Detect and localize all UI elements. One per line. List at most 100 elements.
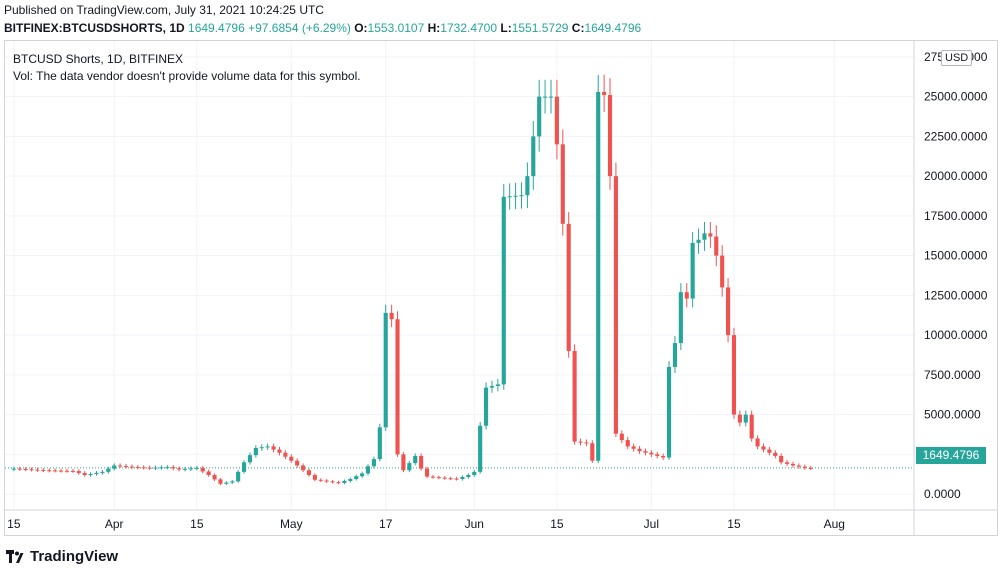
candle-body[interactable] [607, 95, 613, 177]
candle-body[interactable] [312, 475, 317, 480]
candle-body[interactable] [649, 452, 654, 455]
candle-body[interactable] [796, 465, 801, 467]
candle-body[interactable] [212, 475, 217, 480]
candle-body[interactable] [507, 196, 512, 198]
candle-body[interactable] [531, 136, 536, 177]
candle-body[interactable] [182, 468, 188, 470]
candle-body[interactable] [543, 96, 548, 98]
candle-body[interactable] [348, 478, 353, 481]
candle-body[interactable] [265, 446, 270, 448]
candle-body[interactable] [236, 471, 241, 482]
candle-body[interactable] [678, 292, 683, 344]
candle-body[interactable] [666, 366, 672, 458]
candle-body[interactable] [100, 471, 105, 473]
candle-body[interactable] [247, 455, 253, 463]
candle-body[interactable] [342, 480, 347, 483]
candle-body[interactable] [395, 319, 400, 455]
candle-body[interactable] [436, 477, 441, 479]
candle-body[interactable] [118, 465, 123, 467]
candle-body[interactable] [802, 466, 807, 468]
candle-body[interactable] [690, 242, 695, 299]
candle-body[interactable] [94, 472, 99, 474]
candle-body[interactable] [17, 468, 22, 470]
candle-body[interactable] [253, 447, 258, 456]
candle-body[interactable] [330, 481, 335, 483]
candle-body[interactable] [413, 455, 418, 464]
candle-body[interactable] [407, 463, 412, 471]
candle-body[interactable] [401, 454, 406, 471]
candle-body[interactable] [466, 475, 471, 478]
candle-body[interactable] [442, 477, 447, 479]
candle-body[interactable] [560, 144, 565, 224]
candle-body[interactable] [88, 473, 93, 476]
candle-body[interactable] [141, 467, 146, 469]
candle-body[interactable] [743, 414, 748, 423]
candle-body[interactable] [619, 433, 624, 441]
candle-body[interactable] [696, 239, 701, 243]
candle-body[interactable] [188, 468, 193, 470]
candle-body[interactable] [548, 96, 554, 98]
candle-body[interactable] [336, 482, 341, 484]
candle-body[interactable] [637, 448, 642, 452]
candle-body[interactable] [360, 473, 365, 477]
candle-body[interactable] [726, 287, 731, 336]
candle-body[interactable] [554, 96, 559, 145]
candle-body[interactable] [430, 476, 436, 478]
candle-body[interactable] [513, 195, 518, 197]
candle-body[interactable] [53, 470, 58, 472]
candle-body[interactable] [684, 292, 689, 299]
chart-frame[interactable] [4, 40, 998, 536]
candle-body[interactable] [277, 449, 282, 453]
candle-body[interactable] [483, 387, 489, 426]
candle-body[interactable] [371, 459, 376, 467]
candle-body[interactable] [47, 470, 52, 472]
candle-body[interactable] [383, 312, 388, 428]
candle-body[interactable] [672, 343, 678, 367]
candle-body[interactable] [584, 442, 589, 444]
candle-body[interactable] [731, 335, 737, 415]
candle-body[interactable] [283, 452, 288, 457]
candle-body[interactable] [737, 414, 742, 423]
candle-body[interactable] [241, 462, 247, 472]
candle-body[interactable] [661, 455, 666, 458]
candle-body[interactable] [82, 473, 87, 476]
candle-body[interactable] [194, 467, 199, 469]
candle-body[interactable] [200, 467, 205, 472]
candle-body[interactable] [655, 454, 660, 456]
candle-body[interactable] [301, 465, 306, 471]
candle-body[interactable] [177, 468, 182, 470]
candle-body[interactable] [785, 462, 790, 464]
candle-body[interactable] [318, 479, 323, 481]
candle-body[interactable] [578, 441, 583, 443]
candle-body[interactable] [419, 455, 424, 469]
candle-body[interactable] [755, 438, 760, 447]
candle-body[interactable] [306, 470, 312, 476]
candle-body[interactable] [749, 414, 754, 439]
candle-body[interactable] [224, 482, 229, 484]
candle-body[interactable] [773, 452, 778, 456]
candle-body[interactable] [767, 449, 772, 453]
candle-body[interactable] [271, 446, 276, 450]
candle-body[interactable] [779, 455, 784, 463]
candle-body[interactable] [708, 233, 713, 237]
candle-body[interactable] [478, 425, 483, 472]
candle-body[interactable] [590, 443, 595, 461]
candle-body[interactable] [171, 467, 176, 469]
currency-button[interactable]: USD [941, 50, 973, 66]
candle-body[interactable] [702, 233, 707, 240]
candle-body[interactable] [324, 480, 329, 482]
candle-body[interactable] [643, 451, 648, 453]
candle-body[interactable] [613, 176, 618, 434]
legend-title[interactable]: BTCUSD Shorts, 1D, BITFINEX [13, 52, 184, 66]
candle-body[interactable] [41, 469, 46, 471]
candle-body[interactable] [153, 467, 158, 469]
candle-body[interactable] [64, 470, 70, 472]
candle-body[interactable] [537, 96, 542, 137]
candle-body[interactable] [218, 479, 223, 484]
candle-body[interactable] [501, 196, 506, 385]
candle-body[interactable] [454, 478, 459, 480]
candle-body[interactable] [147, 467, 152, 469]
candle-body[interactable] [631, 446, 636, 449]
candle-body[interactable] [495, 384, 500, 386]
candle-body[interactable] [135, 467, 140, 469]
